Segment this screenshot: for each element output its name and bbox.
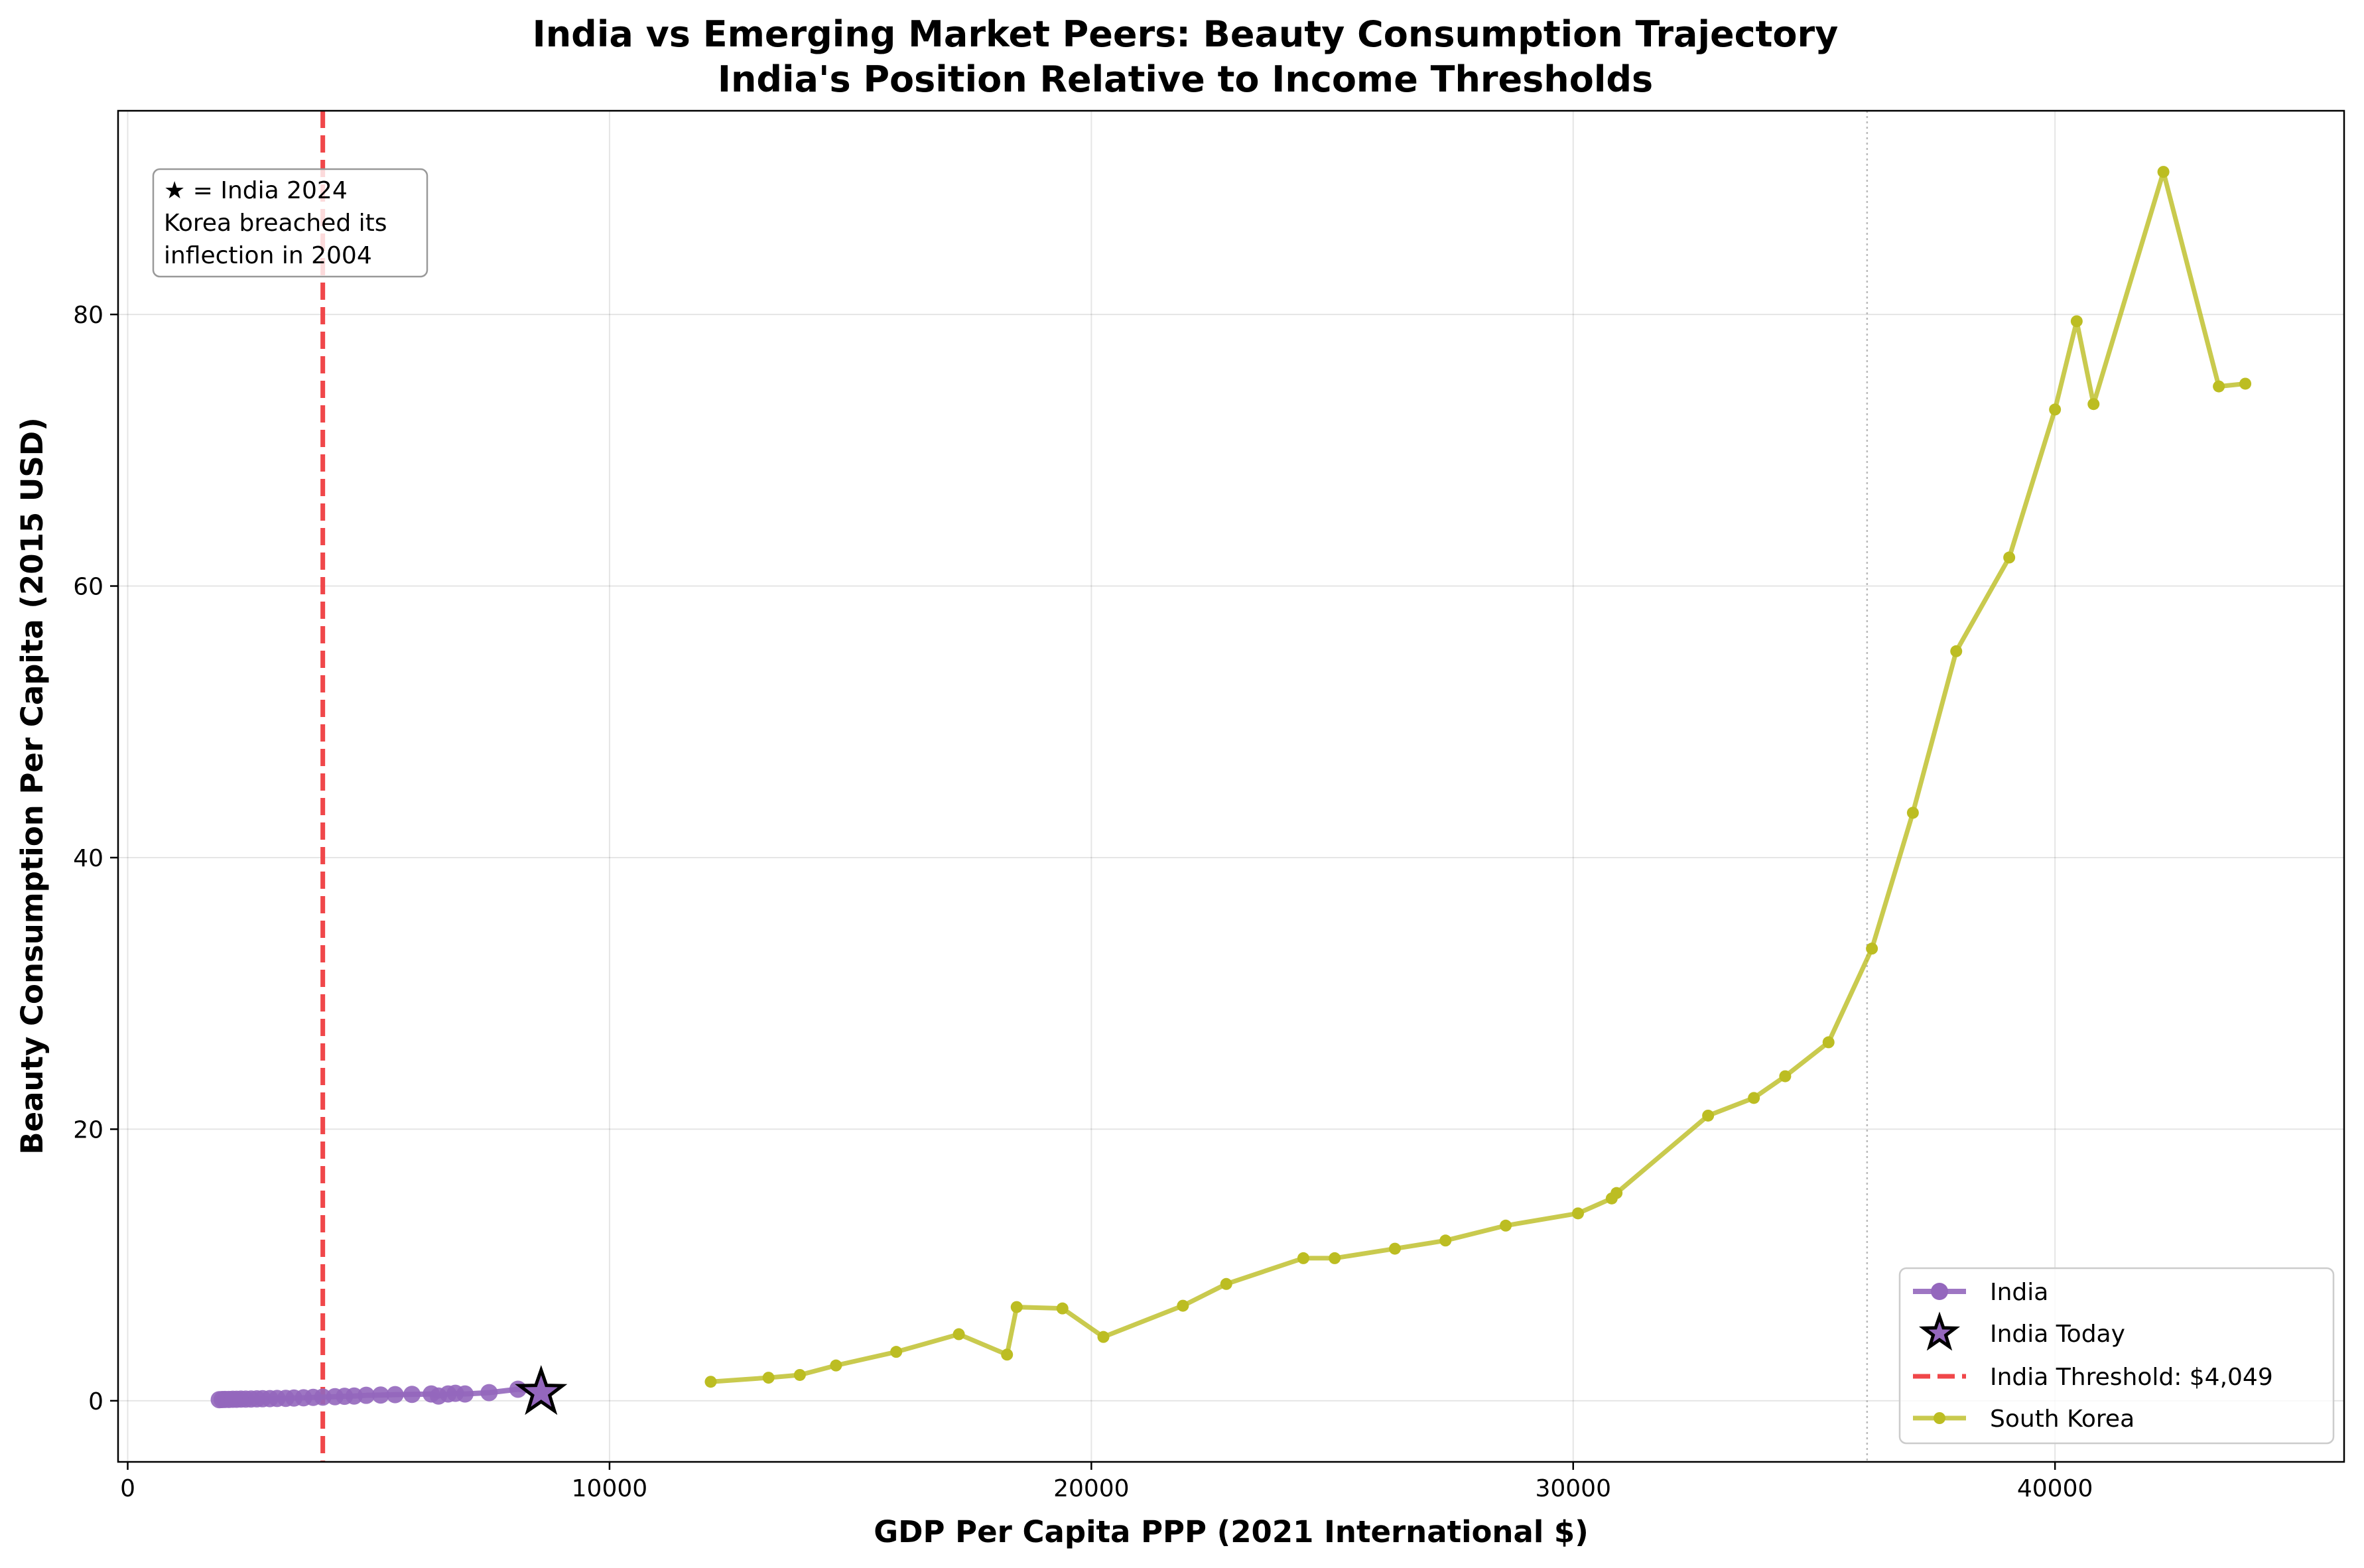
legend-item-threshold: India Threshold: $4,049 bbox=[1913, 1364, 2273, 1391]
india-point bbox=[456, 1385, 474, 1403]
annotation-line-3: inflection in 2004 bbox=[164, 242, 372, 269]
india-today-star bbox=[515, 1364, 568, 1415]
x-tick-label: 40000 bbox=[2017, 1475, 2093, 1502]
annotation-line-2: Korea breached its bbox=[164, 210, 387, 237]
tick-layer: 0 10000 20000 30000 40000 0 20 40 60 80 bbox=[73, 302, 2093, 1502]
south-korea-point bbox=[1010, 1301, 1023, 1313]
plot-frame bbox=[117, 109, 2345, 1463]
india-point bbox=[314, 1388, 332, 1406]
south-korea-point bbox=[830, 1359, 842, 1372]
south-korea-point bbox=[1822, 1036, 1835, 1049]
south-korea-point bbox=[2213, 380, 2225, 393]
plot-area bbox=[118, 111, 2344, 1462]
reference-lines bbox=[320, 111, 1869, 1462]
south-korea-point bbox=[1056, 1302, 1069, 1315]
south-korea-point bbox=[1572, 1207, 1585, 1220]
legend-label-south-korea: South Korea bbox=[1990, 1405, 2134, 1433]
legend: India India Today India Threshold: $4,04… bbox=[1898, 1267, 2335, 1445]
annotation-line-1: ★ = India 2024 bbox=[164, 177, 348, 204]
india-point bbox=[386, 1386, 404, 1404]
india-point bbox=[358, 1386, 375, 1404]
star-icon bbox=[1918, 1311, 1961, 1351]
india-point bbox=[480, 1384, 498, 1402]
south-korea-point bbox=[1439, 1234, 1452, 1247]
south-korea-point bbox=[2239, 377, 2252, 390]
chart-title: India vs Emerging Market Peers: Beauty C… bbox=[533, 13, 1839, 55]
legend-item-india: India bbox=[1913, 1279, 2048, 1306]
south-korea-point bbox=[1500, 1219, 1512, 1232]
legend-frame bbox=[1898, 1267, 2335, 1445]
x-axis-label: GDP Per Capita PPP (2021 International $… bbox=[874, 1514, 1589, 1549]
south-korea-point bbox=[1950, 645, 1963, 657]
x-tick-label: 0 bbox=[120, 1475, 135, 1502]
y-tick-label: 80 bbox=[73, 302, 103, 329]
south-korea-point bbox=[1388, 1242, 1401, 1255]
annotation-box: ★ = India 2024 Korea breached its inflec… bbox=[152, 168, 428, 278]
x-tick-label: 10000 bbox=[572, 1475, 648, 1502]
south-korea-line bbox=[710, 169, 2246, 1384]
legend-label-threshold: India Threshold: $4,049 bbox=[1990, 1364, 2273, 1391]
south-korea-point bbox=[2049, 403, 2062, 416]
south-korea-point bbox=[1097, 1331, 1110, 1343]
south-korea-point bbox=[2087, 398, 2100, 411]
y-tick-label: 0 bbox=[88, 1388, 103, 1415]
south-korea-point bbox=[2157, 166, 2170, 178]
south-korea-point bbox=[1329, 1252, 1341, 1264]
south-korea-point bbox=[1177, 1299, 1189, 1312]
annotation-frame bbox=[152, 168, 428, 278]
india-point bbox=[371, 1386, 389, 1404]
x-tick-label: 20000 bbox=[1053, 1475, 1130, 1502]
y-axis-label: Beauty Consumption Per Capita (2015 USD) bbox=[15, 417, 50, 1154]
legend-label-india: India bbox=[1990, 1279, 2048, 1306]
y-tick-label: 60 bbox=[73, 574, 103, 601]
south-korea-point bbox=[2003, 551, 2016, 564]
south-korea-point bbox=[1906, 807, 1919, 819]
south-korea-point bbox=[890, 1346, 903, 1358]
south-korea-point bbox=[1297, 1252, 1309, 1264]
series-layer bbox=[210, 166, 2252, 1415]
south-korea-point bbox=[1702, 1109, 1715, 1122]
south-korea-point bbox=[1001, 1348, 1014, 1361]
south-korea-point bbox=[1866, 943, 1878, 955]
south-korea-point bbox=[2070, 315, 2083, 328]
south-korea-point bbox=[1748, 1092, 1760, 1104]
south-korea-point bbox=[1610, 1187, 1623, 1199]
south-korea-point bbox=[1220, 1277, 1232, 1290]
series-south-korea bbox=[704, 166, 2252, 1388]
legend-item-india-today: India Today bbox=[1918, 1311, 2125, 1351]
y-tick-label: 20 bbox=[73, 1116, 103, 1143]
south-korea-point bbox=[1779, 1070, 1792, 1082]
y-tick-label: 40 bbox=[73, 845, 103, 872]
south-korea-point bbox=[704, 1376, 717, 1388]
south-korea-point bbox=[762, 1372, 775, 1384]
chart-subtitle: India's Position Relative to Income Thre… bbox=[718, 58, 1653, 100]
legend-label-india-today: India Today bbox=[1990, 1321, 2125, 1348]
south-korea-point bbox=[793, 1368, 806, 1381]
x-tick-label: 30000 bbox=[1535, 1475, 1611, 1502]
south-korea-point bbox=[952, 1328, 965, 1340]
india-point bbox=[403, 1386, 421, 1404]
legend-item-south-korea: South Korea bbox=[1913, 1405, 2134, 1433]
